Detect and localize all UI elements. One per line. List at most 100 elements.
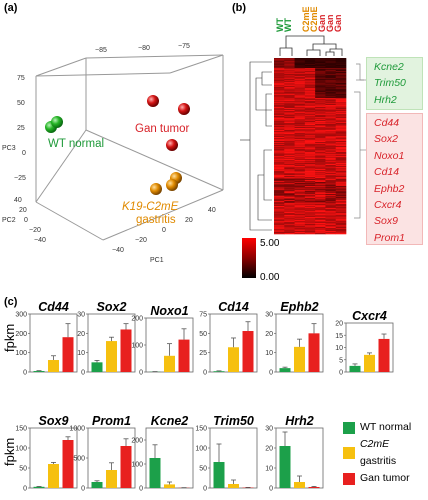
bar-chart-prom1: Prom1 0 500 1000 xyxy=(69,414,136,493)
panel-label-c: (c) xyxy=(4,296,18,308)
bar-gan xyxy=(308,487,320,488)
pca-tick-left2-5: −40 xyxy=(34,237,46,244)
pca-label-c2me-1: K19-C2mE xyxy=(122,201,179,213)
y-tick-label: 0 xyxy=(81,486,85,493)
y-tick-label: 30 xyxy=(265,312,273,319)
gene-kcne2: Kcne2 xyxy=(374,61,404,73)
y-tick-label: 0 xyxy=(203,370,207,377)
bar-chart-title: Ephb2 xyxy=(280,300,318,314)
pca-tick-left2-4: −20 xyxy=(29,227,41,234)
y-tick-label: 200 xyxy=(131,316,143,323)
bar-chart-title: Hrh2 xyxy=(285,414,314,428)
y-tick-label: 5 xyxy=(339,357,343,364)
gene-hrh2: Hrh2 xyxy=(374,93,397,106)
gene-cd14: Cd14 xyxy=(374,166,400,179)
y-tick-label: 100 xyxy=(195,446,207,453)
bar-c2me xyxy=(106,470,117,488)
bar-chart-hrh2: Hrh2 0 10 20 30 xyxy=(265,414,324,493)
bar-wt xyxy=(33,486,45,488)
bar-gan xyxy=(62,337,74,372)
y-tick-label: 0 xyxy=(81,370,85,377)
y-tick-label: 0 xyxy=(23,486,27,493)
panel-label-a: (a) xyxy=(4,2,18,14)
bar-c2me xyxy=(164,484,175,488)
bar-c2me xyxy=(48,360,59,372)
gene-trim50: Trim50 xyxy=(374,77,406,90)
bar-gan xyxy=(378,338,390,372)
legend-label-gan: Gan tumor xyxy=(360,472,410,484)
y-tick-label: 100 xyxy=(131,462,143,469)
bar-legend: WT normal C2mE gastritis Gan tumor xyxy=(343,419,428,487)
pca-point-wt xyxy=(51,116,63,128)
y-tick-label: 0 xyxy=(23,370,27,377)
y-tick-label: 10 xyxy=(335,345,343,352)
heatmap-column-label: WT xyxy=(275,18,285,32)
pca-tick-top-2: −80 xyxy=(138,45,150,52)
heatmap-column-label: C2mE xyxy=(301,6,311,32)
gene-noxo1: Noxo1 xyxy=(374,149,405,162)
y-tick-label: 20 xyxy=(265,331,273,338)
bar-wt xyxy=(279,368,291,372)
bar-chart-sox9: Sox9 0 50 100 150 xyxy=(15,414,78,493)
pca-plot: −85 −80 −75 75 50 25 0 −25 40 20 0 −20 −… xyxy=(2,43,224,264)
y-tick-label: 0 xyxy=(339,370,343,377)
y-tick-label: 100 xyxy=(15,446,27,453)
pca-tick-left2-3: 0 xyxy=(24,217,28,224)
bar-wt xyxy=(349,365,361,372)
ylabel-row1: fpkm xyxy=(2,323,17,352)
y-tick-label: 50 xyxy=(199,466,207,473)
bar-chart-title: Cd44 xyxy=(38,300,69,314)
bar-chart-trim50: Trim50 0 50 100 150 xyxy=(195,414,258,493)
heatmap-column-label: WT xyxy=(283,18,293,32)
bar-c2me xyxy=(294,482,305,488)
bar-wt xyxy=(213,462,225,488)
legend-swatch-gan xyxy=(343,472,355,485)
legend-swatch-wt xyxy=(343,421,355,434)
y-tick-label: 150 xyxy=(15,426,27,433)
y-tick-label: 0 xyxy=(269,486,273,493)
y-tick-label: 50 xyxy=(19,466,27,473)
bar-wt xyxy=(33,371,45,372)
bar-gan xyxy=(308,333,320,372)
bar-gan xyxy=(62,440,74,488)
pca-axis-label-pc2: PC2 xyxy=(2,217,16,224)
gene-ephb2: Ephb2 xyxy=(374,182,405,195)
legend-item-wt: WT normal xyxy=(343,419,428,436)
heatmap-scale-max: 5.00 xyxy=(260,238,280,249)
upregulated-genes-box: Cd44 Sox2 Noxo1 Cd14 Ephb2 Cxcr4 Sox9 Pr… xyxy=(366,113,423,245)
legend-item-c2me: C2mE gastritis xyxy=(343,436,428,470)
column-dendrogram xyxy=(279,35,343,56)
heatmap-column-label: Gan xyxy=(333,14,343,32)
bar-chart-title: Kcne2 xyxy=(151,414,189,428)
y-tick-label: 30 xyxy=(265,426,273,433)
legend-label-c2me: C2mE gastritis xyxy=(359,438,397,467)
y-tick-label: 25 xyxy=(199,350,207,357)
legend-item-gan: Gan tumor xyxy=(343,470,428,487)
bar-wt xyxy=(213,371,225,372)
bar-chart-title: Cd14 xyxy=(218,300,249,314)
bar-chart-cd44: Cd44 0 100 200 300 xyxy=(15,300,78,377)
pca-label-c2me-2: gastritis xyxy=(136,214,176,226)
bar-chart-kcne2: Kcne2 0 100 200 xyxy=(131,414,194,493)
pca-tick-left-4: 0 xyxy=(22,150,26,157)
y-tick-label: 200 xyxy=(131,438,143,445)
bar-chart-title: Prom1 xyxy=(92,414,131,428)
pca-axis-label-pc3: PC3 xyxy=(2,145,16,152)
panel-label-b: (b) xyxy=(232,2,247,14)
pca-tick-left2-1: 40 xyxy=(14,197,22,204)
y-tick-label: 20 xyxy=(335,321,343,328)
gene-cxcr4: Cxcr4 xyxy=(374,199,402,212)
heatmap-column-label: Gan xyxy=(317,14,327,32)
y-tick-label: 100 xyxy=(15,350,27,357)
pca-axis-label-pc1: PC1 xyxy=(150,257,164,264)
y-tick-label: 20 xyxy=(265,446,273,453)
y-tick-label: 1000 xyxy=(69,426,85,433)
bar-wt xyxy=(91,362,103,372)
pca-point-c2me xyxy=(166,179,178,191)
bar-c2me xyxy=(228,347,239,372)
y-tick-label: 0 xyxy=(203,486,207,493)
ylabel-row2: fpkm xyxy=(2,437,17,466)
pca-tick-top-1: −85 xyxy=(95,47,107,54)
legend-label-wt: WT normal xyxy=(360,421,412,433)
